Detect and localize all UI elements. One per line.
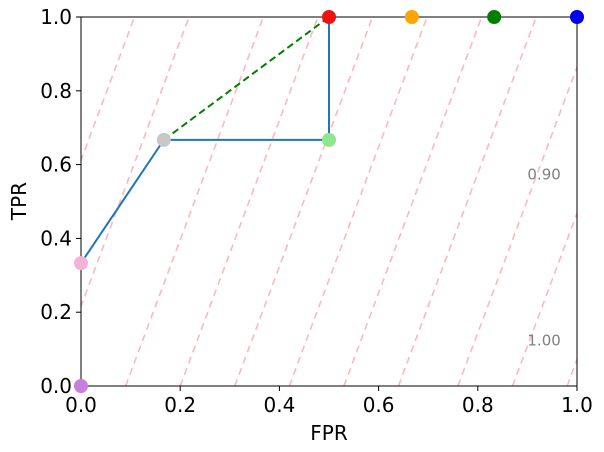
iso-line <box>179 17 319 386</box>
data-point <box>74 379 88 393</box>
iso-line <box>397 17 537 386</box>
x-tick-label: 0.8 <box>462 393 494 417</box>
y-tick-label: 0.8 <box>40 79 72 103</box>
iso-line <box>343 17 483 386</box>
iso-line <box>288 17 428 386</box>
iso-line <box>124 17 265 386</box>
y-tick-label: 0.0 <box>40 374 72 398</box>
iso-line <box>81 17 136 163</box>
iso-labels: 0.90 1.00 <box>527 165 560 349</box>
data-point <box>487 10 502 24</box>
data-point <box>570 10 584 24</box>
series-line <box>163 17 330 141</box>
axis-ticks: 0.0 0.2 0.4 0.6 0.8 1.0 0.0 0.2 0.4 0.6 0.8 1.0 <box>40 5 593 417</box>
x-tick-label: 0.4 <box>263 393 295 417</box>
x-tick-label: 0.6 <box>363 393 395 417</box>
data-point <box>74 256 88 271</box>
series-lines <box>81 17 330 264</box>
x-tick-label: 0.2 <box>164 393 196 417</box>
iso-line <box>566 357 577 386</box>
iso-label: 0.90 <box>527 165 560 183</box>
y-tick-label: 0.6 <box>40 153 72 177</box>
iso-line <box>511 211 577 386</box>
data-point <box>322 10 336 24</box>
iso-line <box>81 17 190 309</box>
data-point <box>156 132 171 147</box>
data-point <box>322 132 336 147</box>
y-axis-label: TPR <box>7 182 31 221</box>
data-points <box>74 10 584 393</box>
iso-line <box>457 64 577 386</box>
y-tick-label: 1.0 <box>40 5 72 29</box>
x-tick-label: 1.0 <box>561 393 593 417</box>
iso-label: 1.00 <box>527 331 560 349</box>
iso-line <box>234 17 374 386</box>
data-point <box>404 10 419 24</box>
y-tick-label: 0.4 <box>40 226 72 250</box>
iso-lines <box>81 17 577 386</box>
x-axis-label: FPR <box>310 421 348 445</box>
x-tick-label: 0.0 <box>65 393 97 417</box>
y-tick-label: 0.2 <box>40 300 72 324</box>
series-line <box>81 17 330 264</box>
